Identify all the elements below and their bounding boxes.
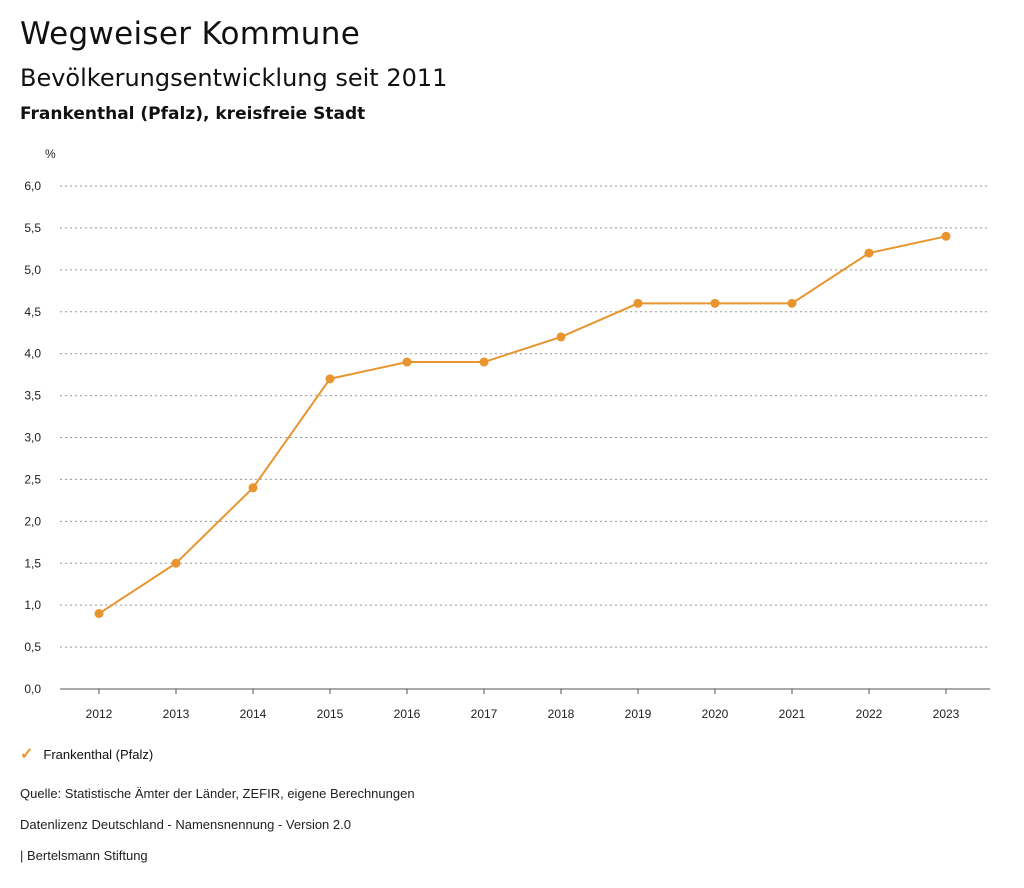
y-tick-label: 4,0	[24, 347, 41, 361]
data-point-2021[interactable]	[787, 298, 797, 308]
y-tick-label: 1,5	[24, 556, 41, 570]
series-frankenthal	[94, 231, 951, 619]
x-axis-ticks: 2012 2013 2014 2015 2016 2017 2018 2019 2020 2021…	[60, 688, 990, 721]
y-tick-label: 3,0	[24, 431, 41, 445]
grid-lines	[60, 185, 990, 648]
region-label: Frankenthal (Pfalz), kreisfreie Stadt	[20, 104, 366, 124]
data-point-2023[interactable]	[941, 231, 951, 241]
x-tick-label: 2017	[471, 707, 498, 721]
data-point-2013[interactable]	[171, 558, 181, 568]
legend-label: Frankenthal (Pfalz)	[43, 746, 154, 762]
y-tick-label: 6,0	[24, 179, 41, 193]
y-tick-label: 1,0	[24, 598, 41, 612]
x-tick-label: 2016	[394, 707, 421, 721]
y-tick-label: 5,0	[24, 263, 41, 277]
chart-subtitle: Bevölkerungsentwicklung seit 2011	[20, 64, 448, 92]
source-note: Quelle: Statistische Ämter der Länder, Z…	[20, 786, 415, 801]
check-icon: ✓	[20, 746, 34, 763]
x-tick-label: 2014	[240, 707, 267, 721]
publisher-note: | Bertelsmann Stiftung	[20, 848, 148, 863]
x-tick-label: 2019	[625, 707, 652, 721]
data-point-2016[interactable]	[402, 357, 412, 367]
x-tick-label: 2015	[317, 707, 344, 721]
data-point-2022[interactable]	[864, 248, 874, 258]
y-tick-label: 2,0	[24, 514, 41, 528]
y-tick-label: 0,0	[24, 682, 41, 696]
y-axis-ticks: 0,0 0,5 1,0 1,5 2,0 2,5 3,0 3,5 4,0 4,5 5,0 5,5 6,0	[24, 179, 41, 696]
y-tick-label: 2,5	[24, 472, 41, 486]
data-point-2018[interactable]	[556, 332, 566, 342]
data-point-2019[interactable]	[633, 298, 643, 308]
license-note: Datenlizenz Deutschland - Namensnennung …	[20, 817, 351, 832]
y-tick-label: 5,5	[24, 221, 41, 235]
x-tick-label: 2023	[933, 707, 960, 721]
x-tick-label: 2022	[856, 707, 883, 721]
data-point-2014[interactable]	[248, 483, 258, 493]
data-point-2012[interactable]	[94, 609, 104, 619]
x-tick-label: 2012	[86, 707, 113, 721]
y-tick-label: 3,5	[24, 389, 41, 403]
y-tick-label: 0,5	[24, 640, 41, 654]
data-point-2015[interactable]	[325, 374, 335, 384]
series-line	[98, 235, 947, 615]
x-tick-label: 2020	[702, 707, 729, 721]
data-point-2020[interactable]	[710, 298, 720, 308]
x-tick-label: 2018	[548, 707, 575, 721]
line-chart: % 0,0 0,5 1,0 1,5 2,0 2,5 3,0 3,5 4,0 4,5 5,0 5,5 6,…	[24, 147, 990, 721]
x-tick-label: 2021	[779, 707, 806, 721]
x-tick-label: 2013	[163, 707, 190, 721]
data-point-2017[interactable]	[479, 357, 489, 367]
legend[interactable]: ✓ Frankenthal (Pfalz)	[20, 744, 153, 764]
chart-title: Wegweiser Kommune	[20, 16, 361, 52]
y-axis-label: %	[45, 147, 56, 161]
y-tick-label: 4,5	[24, 305, 41, 319]
